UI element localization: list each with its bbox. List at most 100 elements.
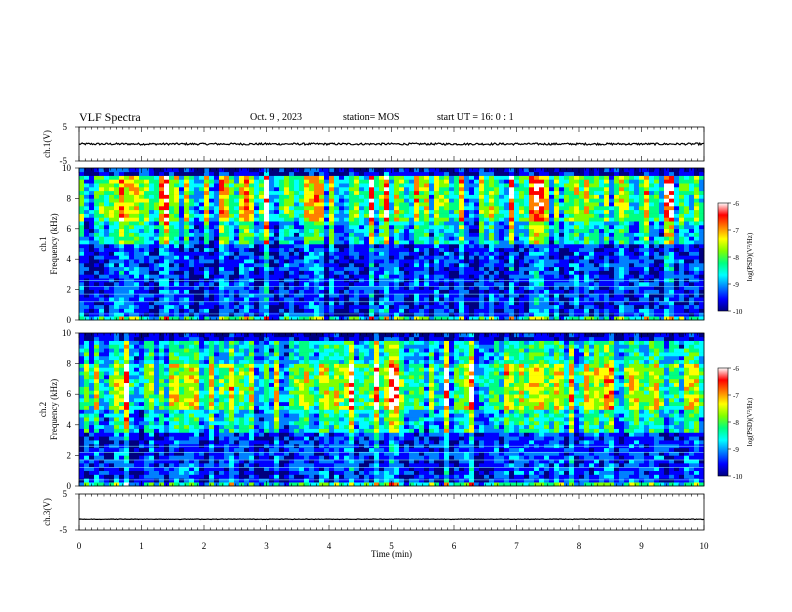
ch1-spectrogram-cell bbox=[79, 255, 85, 260]
ch1-spectrogram-cell bbox=[329, 183, 335, 188]
ch1-spectrogram-cell bbox=[334, 289, 340, 294]
ch1-spectrogram-cell bbox=[144, 312, 150, 317]
ch1-spectrogram-cell bbox=[479, 255, 485, 260]
ch1-spectrogram-cell bbox=[609, 240, 615, 245]
ch1-spectrogram-cell bbox=[179, 198, 185, 203]
ch1-spectrogram-cell bbox=[84, 187, 90, 192]
ch1-spectrogram-cell bbox=[329, 259, 335, 264]
ch1-spectrogram-cell bbox=[644, 282, 650, 287]
ch1-spectrogram-cell bbox=[474, 293, 480, 298]
ch1-spectrogram-cell bbox=[314, 202, 320, 207]
ch1-spectrogram-cell bbox=[659, 187, 665, 192]
ch1-spectrogram-cell bbox=[379, 282, 385, 287]
ch1-spectrogram-cell bbox=[364, 247, 370, 252]
ch1-spectrogram-cell bbox=[424, 263, 430, 268]
ch1-spectrogram-cell bbox=[469, 217, 475, 222]
ch1-spectrogram-cell bbox=[179, 194, 185, 199]
ch1-spectrogram-cell bbox=[119, 228, 125, 233]
ch1-spectrogram-cell bbox=[119, 221, 125, 226]
ch1-spectrogram-cell bbox=[344, 217, 350, 222]
ch1-spectrogram-cell bbox=[434, 247, 440, 252]
ch1-spectrogram-cell bbox=[279, 316, 285, 321]
ch1-spectrogram-cell bbox=[459, 304, 465, 309]
ch1-spectrogram-cell bbox=[454, 297, 460, 302]
ch1-spectrogram-cell bbox=[424, 190, 430, 195]
ch1-spectrogram-cell bbox=[144, 297, 150, 302]
ch1-spectrogram-cell bbox=[639, 255, 645, 260]
ch1-spectrogram-cell bbox=[149, 255, 155, 260]
ch1-spectrogram-cell bbox=[214, 198, 220, 203]
ch1-spectrogram-cell bbox=[169, 175, 175, 180]
ch1-spectrogram-cell bbox=[249, 209, 255, 214]
ch1-spectrogram-cell bbox=[149, 228, 155, 233]
ch1-spectrogram-cell bbox=[189, 304, 195, 309]
ch1-spectrogram-cell bbox=[484, 270, 490, 275]
ch1-spectrogram-cell bbox=[159, 301, 165, 306]
ch1-spectrogram-cell bbox=[299, 251, 305, 256]
ch1-spectrogram-cell bbox=[119, 206, 125, 211]
ch1-spectrogram-cell bbox=[254, 266, 260, 271]
ch1-spectrogram-cell bbox=[584, 232, 590, 237]
ch1-spectrogram-cell bbox=[609, 244, 615, 249]
ch1-spectrogram-cell bbox=[89, 244, 95, 249]
ch1-spectrogram-cell bbox=[214, 282, 220, 287]
ch1-spectrogram-cell bbox=[514, 285, 520, 290]
ch1-spectrogram-cell bbox=[559, 179, 565, 184]
ch1-spectrogram-cell bbox=[474, 263, 480, 268]
ch1-spectrogram-cell bbox=[669, 198, 675, 203]
ch1-spectrogram-cell bbox=[424, 183, 430, 188]
ch1-spectrogram-cell bbox=[294, 209, 300, 214]
ch1-spectrogram-cell bbox=[179, 293, 185, 298]
ch1-spectrogram-cell bbox=[479, 312, 485, 317]
ch1-spectrogram-cell bbox=[569, 285, 575, 290]
ch1-spectrogram-cell bbox=[379, 244, 385, 249]
ch1-spectrogram-cell bbox=[569, 301, 575, 306]
ch1-spectrogram-cell bbox=[234, 206, 240, 211]
ch1-spectrogram-cell bbox=[384, 312, 390, 317]
ch1-spectrogram-cell bbox=[594, 247, 600, 252]
ch1-spectrogram-cell bbox=[474, 175, 480, 180]
ch1-spectrogram-cell bbox=[669, 259, 675, 264]
ch1-spectrogram-cell bbox=[554, 244, 560, 249]
ch1-spectrogram-cell bbox=[184, 228, 190, 233]
ch1-spectrogram-cell bbox=[449, 293, 455, 298]
ch1-spectrogram-cell bbox=[99, 183, 105, 188]
ch1-spectrogram-cell bbox=[204, 282, 210, 287]
ch1-spectrogram-cell bbox=[279, 228, 285, 233]
ch1-spectrogram-cell bbox=[469, 183, 475, 188]
ch1-spectrogram-cell bbox=[134, 270, 140, 275]
ch1-spectrogram-cell bbox=[419, 316, 425, 321]
ch1-spectrogram-cell bbox=[94, 240, 100, 245]
ch1-spectrogram-cell bbox=[319, 194, 325, 199]
ch1-spectrogram-cell bbox=[539, 221, 545, 226]
ch1-spectrogram-cell bbox=[534, 255, 540, 260]
ch1-spectrogram-cell bbox=[374, 198, 380, 203]
ch1-spectrogram-cell bbox=[409, 171, 415, 176]
ch1-spectrogram-cell bbox=[154, 297, 160, 302]
ch1-spectrogram-cell bbox=[284, 247, 290, 252]
ch1-spectrogram-cell bbox=[439, 209, 445, 214]
ch1-spectrogram-cell bbox=[284, 206, 290, 211]
ch1-spectrogram-cell bbox=[589, 282, 595, 287]
ch1-spectrogram-cell bbox=[104, 251, 110, 256]
ch1-spectrogram-cell bbox=[514, 255, 520, 260]
ch1-spectrogram-cell bbox=[434, 301, 440, 306]
ch1-spectrogram-cell bbox=[154, 190, 160, 195]
ch1-spectrogram-cell bbox=[604, 187, 610, 192]
ch1-spectrogram-cell bbox=[99, 293, 105, 298]
ch1-spectrogram-cell bbox=[549, 168, 555, 173]
ch1-spectrogram-cell bbox=[274, 289, 280, 294]
ch1-spectrogram-cell bbox=[149, 289, 155, 294]
ch1-spectrogram-cell bbox=[209, 293, 215, 298]
ch1-spectrogram-cell bbox=[624, 301, 630, 306]
ch1-spectrogram-cell bbox=[609, 213, 615, 218]
ch1-spectrogram-cell bbox=[194, 221, 200, 226]
ch1-spectrogram-cell bbox=[289, 289, 295, 294]
ch1-spectrogram-cell bbox=[149, 221, 155, 226]
ch1-spectrogram-cell bbox=[319, 293, 325, 298]
ch1-spectrogram-cell bbox=[584, 228, 590, 233]
ch1-spectrogram-cell bbox=[604, 285, 610, 290]
ch1-spectrogram-cell bbox=[574, 206, 580, 211]
ch1-spectrogram-cell bbox=[454, 263, 460, 268]
ch1-spectrogram-cell bbox=[479, 236, 485, 241]
